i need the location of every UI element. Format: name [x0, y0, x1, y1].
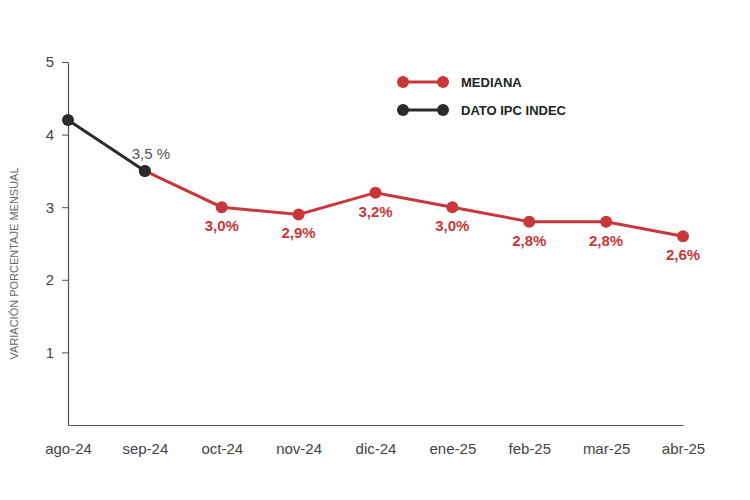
x-tick-label: ago-24: [45, 440, 92, 457]
legend-entry: DATO IPC INDEC: [397, 103, 567, 118]
legend: MEDIANA DATO IPC INDEC: [397, 75, 567, 118]
legend-marker: [437, 104, 449, 116]
data-label: 2,6%: [666, 246, 700, 263]
series-point: [370, 187, 382, 199]
legend-label: MEDIANA: [461, 75, 522, 90]
y-tick: 5: [46, 53, 68, 70]
series-point: [677, 230, 689, 242]
series-point: [216, 201, 228, 213]
y-axis-title: VARIACIÓN PORCENTAJE MENSUAL: [8, 167, 20, 359]
x-tick-label: dic-24: [356, 440, 397, 457]
y-tick-label: 4: [46, 126, 54, 143]
x-tick-label: abr-25: [662, 440, 705, 457]
x-tick: oct-24: [201, 425, 243, 457]
series-point: [446, 201, 458, 213]
x-tick-label: mar-25: [583, 440, 631, 457]
y-tick: 1: [46, 344, 68, 361]
series: [139, 165, 689, 242]
x-tick: mar-25: [583, 425, 631, 457]
x-axis: ago-24 sep-24 oct-24 nov-24 dic-24 ene-25 feb-…: [45, 425, 705, 457]
legend-marker: [437, 76, 449, 88]
x-tick: ene-25: [430, 425, 477, 457]
data-labels: 3,0% 2,9% 3,2% 3,0% 2,8% 2,8% 2,6% 3,5 %: [132, 145, 700, 263]
series-line: [145, 171, 683, 236]
y-tick-mark: [62, 352, 68, 353]
marks: [62, 114, 689, 242]
data-label: 2,8%: [512, 232, 546, 249]
series-point: [62, 114, 74, 126]
x-tick: abr-25: [662, 425, 705, 457]
x-tick-label: nov-24: [276, 440, 322, 457]
y-tick: 2: [46, 271, 68, 288]
y-tick-label: 1: [46, 344, 54, 361]
data-label: 3,2%: [358, 203, 392, 220]
x-tick: sep-24: [122, 425, 168, 457]
legend-entry: MEDIANA: [397, 75, 522, 90]
series-point: [600, 216, 612, 228]
data-label: 2,8%: [589, 232, 623, 249]
y-tick-mark: [62, 62, 68, 63]
y-tick-mark: [62, 207, 68, 208]
y-tick-label: 5: [46, 53, 54, 70]
legend-label: DATO IPC INDEC: [461, 103, 567, 118]
legend-marker: [397, 76, 409, 88]
x-tick: ago-24: [45, 425, 92, 457]
x-tick: dic-24: [356, 425, 397, 457]
y-tick-mark: [62, 135, 68, 136]
data-label: 3,5 %: [132, 145, 170, 162]
x-tick: nov-24: [276, 425, 322, 457]
data-label: 2,9%: [282, 224, 316, 241]
chart: 1 2 3 4 5 ago-24 sep-24 oct-24 nov-24 dic-24 ene-2…: [0, 0, 750, 500]
data-label: 3,0%: [435, 217, 469, 234]
y-tick-mark: [62, 280, 68, 281]
x-tick-label: oct-24: [201, 440, 243, 457]
x-axis-line: [69, 425, 684, 426]
plot: 1 2 3 4 5 ago-24 sep-24 oct-24 nov-24 dic-24 ene-2…: [45, 53, 705, 456]
x-tick: feb-25: [508, 425, 551, 457]
y-tick-label: 2: [46, 271, 54, 288]
data-label: 3,0%: [205, 217, 239, 234]
y-tick: 3: [46, 199, 68, 216]
x-tick-label: ene-25: [430, 440, 477, 457]
series-point: [293, 208, 305, 220]
y-tick: 4: [46, 126, 68, 143]
x-tick-label: feb-25: [508, 440, 551, 457]
series-point: [523, 216, 535, 228]
y-axis: 1 2 3 4 5: [46, 53, 69, 425]
y-tick-label: 3: [46, 199, 54, 216]
series-point: [139, 165, 151, 177]
x-tick-label: sep-24: [122, 440, 168, 457]
legend-marker: [397, 104, 409, 116]
series-point: [139, 165, 151, 177]
